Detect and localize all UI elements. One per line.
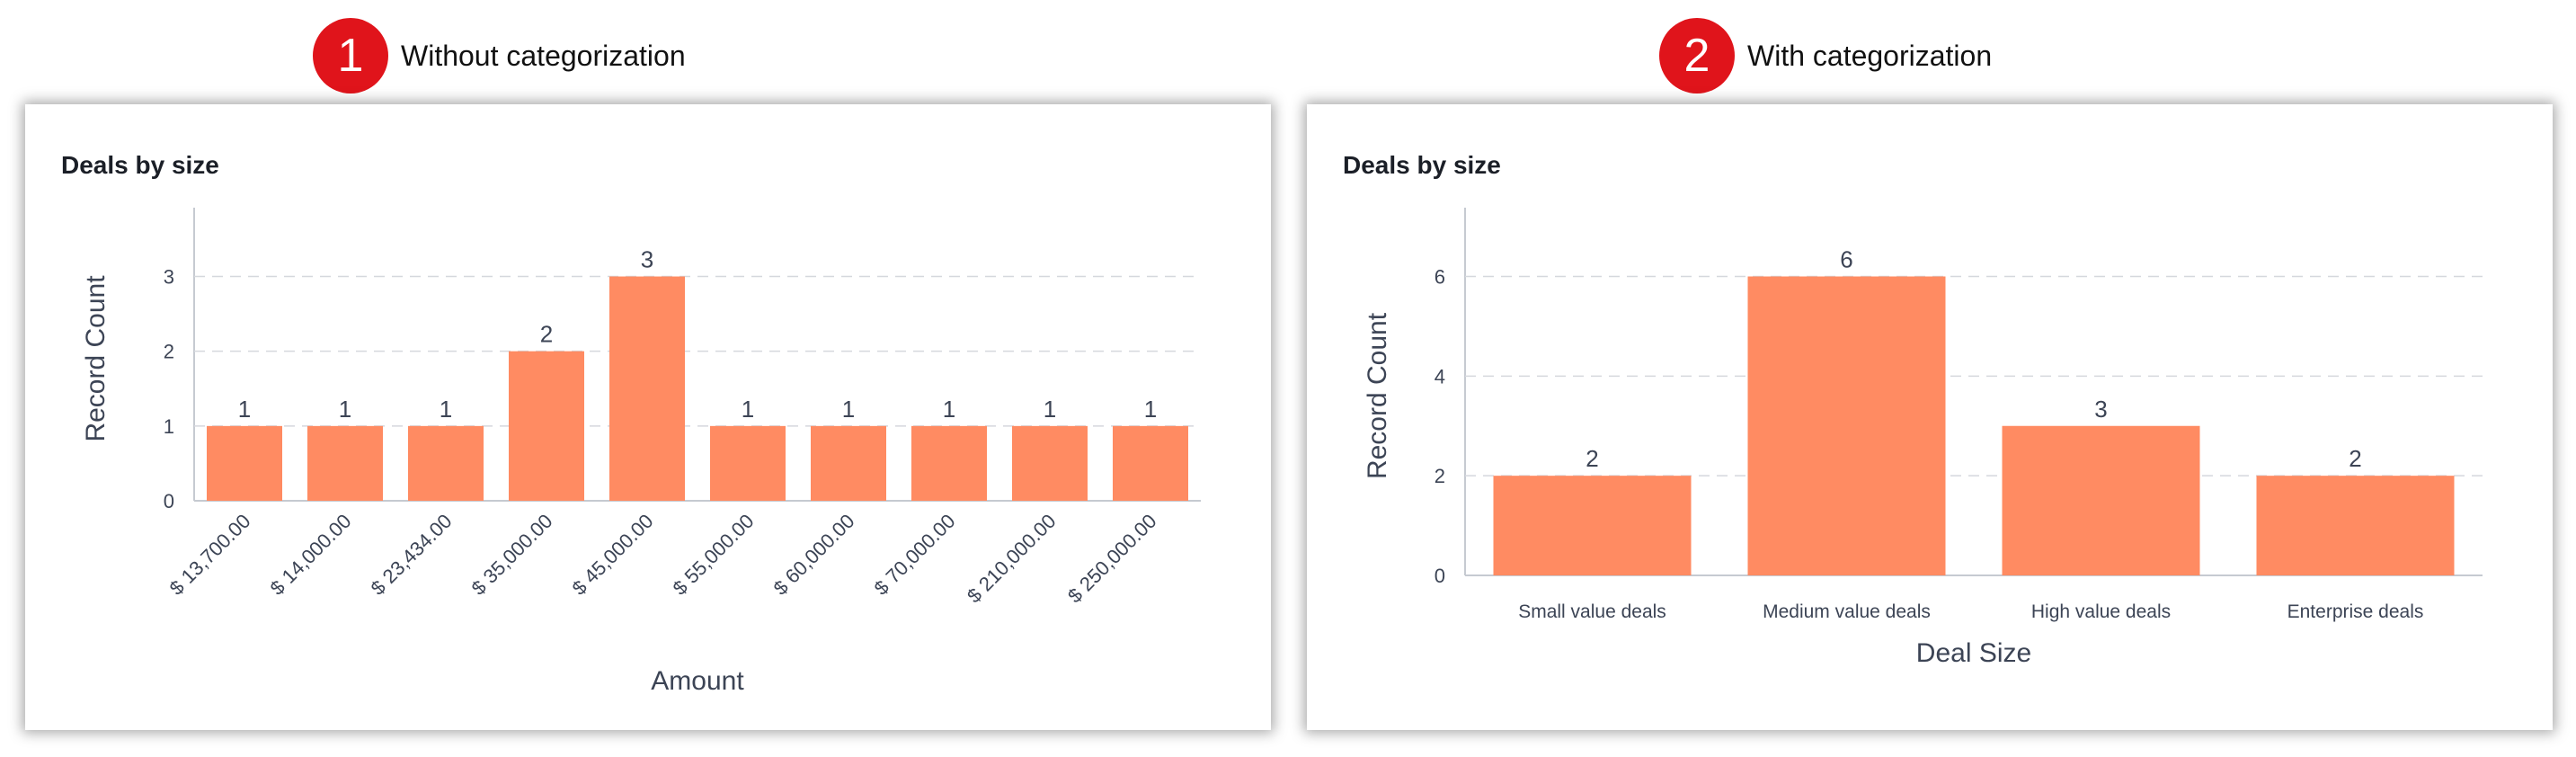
bar-value-label: 1 (1044, 396, 1056, 423)
y-tick-label: 2 (164, 341, 174, 363)
bar-value-label: 1 (943, 396, 955, 423)
y-tick-label: 0 (164, 490, 174, 512)
y-tick-label: 1 (164, 415, 174, 438)
x-tick-label: Medium value deals (1763, 601, 1931, 622)
bar (911, 425, 987, 501)
chart-title: Deals by size (61, 151, 219, 179)
x-tick-label: $ 70,000.00 (870, 510, 960, 600)
bar-value-label: 2 (1586, 445, 1598, 472)
bar-value-label: 2 (540, 321, 553, 348)
step-number-badge: 2 (1659, 18, 1735, 94)
x-axis-title: Deal Size (1916, 638, 2031, 668)
x-tick-label: Small value deals (1518, 601, 1666, 622)
bar-value-label: 1 (842, 396, 855, 423)
x-tick-label: $ 55,000.00 (669, 510, 759, 600)
x-tick-label: $ 210,000.00 (963, 510, 1061, 608)
bar-value-label: 1 (339, 396, 351, 423)
step-label: With categorization (1747, 39, 1993, 72)
x-tick-label: $ 250,000.00 (1063, 510, 1161, 608)
bar (207, 425, 282, 501)
chart-panel-with-categorization: Deals by size 0 2 4 6 2 Small value deals 6 Med… (1307, 104, 2553, 730)
step-2-header: 2 With categorization (1659, 18, 1992, 94)
x-tick-label: $ 35,000.00 (467, 510, 557, 600)
bar-value-label: 2 (2349, 445, 2361, 472)
bar-value-label: 3 (641, 246, 653, 273)
step-1-header: 1 Without categorization (313, 18, 686, 94)
x-axis-title: Amount (651, 666, 744, 696)
bar (408, 425, 484, 501)
x-tick-label: $ 13,700.00 (165, 510, 255, 600)
y-tick-label: 2 (1435, 465, 1445, 487)
y-axis-title: Record Count (81, 275, 111, 442)
x-tick-label: Enterprise deals (2287, 601, 2424, 622)
x-tick-label: $ 23,434.00 (367, 510, 457, 600)
bar (710, 425, 786, 501)
bar-value-label: 1 (742, 396, 754, 423)
bar-chart-amount: 0 1 2 3 1 $ 13,700.00 1 $ 14,000.00 1 $ 23,434.00… (81, 208, 1201, 696)
x-tick-label: High value deals (2031, 601, 2171, 622)
bar (1747, 276, 1946, 575)
chart-title: Deals by size (1343, 151, 1501, 179)
bar (1493, 476, 1692, 575)
y-tick-label: 6 (1435, 266, 1445, 289)
x-tick-label: $ 60,000.00 (769, 510, 859, 600)
bar-value-label: 1 (1144, 396, 1157, 423)
step-number-badge: 1 (313, 18, 388, 94)
bar-value-label: 1 (238, 396, 251, 423)
y-tick-label: 4 (1435, 365, 1445, 387)
y-tick-label: 0 (1435, 565, 1445, 587)
x-tick-label: $ 14,000.00 (266, 510, 356, 600)
bar-value-label: 1 (440, 396, 452, 423)
bar (307, 425, 383, 501)
bar-value-label: 3 (2094, 396, 2107, 423)
bar (2002, 425, 2200, 575)
bar (1012, 425, 1088, 501)
y-axis-title: Record Count (1363, 312, 1392, 479)
y-tick-label: 3 (164, 266, 174, 289)
bar (609, 276, 685, 501)
bar-value-label: 6 (1840, 246, 1852, 273)
bar (1113, 425, 1188, 501)
step-label: Without categorization (401, 39, 686, 72)
x-tick-label: $ 45,000.00 (568, 510, 658, 600)
bar (509, 351, 584, 501)
bar-chart-deal-size: 0 2 4 6 2 Small value deals 6 Medium value deal… (1363, 208, 2483, 668)
bar (2256, 476, 2455, 575)
bar (811, 425, 886, 501)
chart-panel-without-categorization: Deals by size 0 1 2 3 1 $ 13,700.00 1 $ 14,000.… (25, 104, 1271, 730)
